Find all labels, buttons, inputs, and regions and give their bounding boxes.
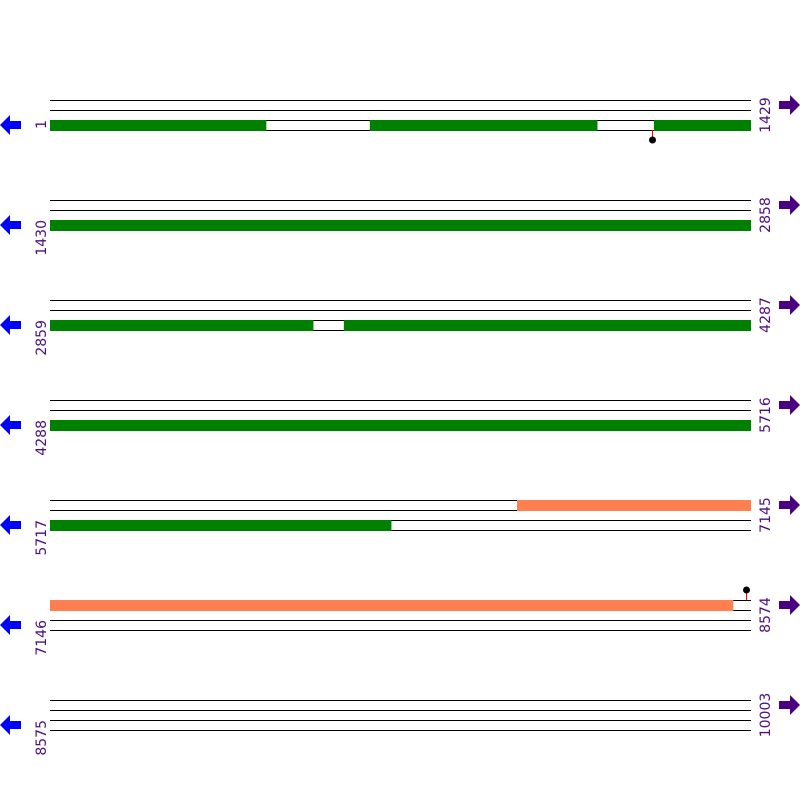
arrow-right-icon[interactable] <box>779 295 800 315</box>
row-start-label: 7146 <box>34 620 50 656</box>
row-end-label: 8574 <box>758 597 774 633</box>
arrow-right-icon[interactable] <box>779 595 800 615</box>
arrow-right-icon[interactable] <box>779 395 800 415</box>
arrow-right-icon[interactable] <box>779 195 800 215</box>
arrow-left-icon[interactable] <box>0 115 21 135</box>
sequence-row: 5717 7145 <box>0 495 800 556</box>
marker-dot <box>743 586 750 594</box>
row-end-label: 5716 <box>758 397 774 433</box>
sequence-row: 1 1429 <box>0 95 800 144</box>
green-feature <box>50 320 314 331</box>
arrow-left-icon[interactable] <box>0 215 21 235</box>
sequence-row: 1430 2858 <box>0 195 800 256</box>
row-end-label: 4287 <box>758 297 774 333</box>
arrow-left-icon[interactable] <box>0 615 21 635</box>
green-feature <box>343 320 751 331</box>
row-start-label: 4288 <box>34 420 50 456</box>
sequence-row: 8575 10003 <box>0 693 800 756</box>
row-end-label: 2858 <box>758 197 774 233</box>
sequence-row: 7146 8574 <box>0 586 800 656</box>
row-end-label: 10003 <box>758 693 774 738</box>
row-start-label: 1430 <box>34 220 50 256</box>
orange-feature <box>50 600 734 611</box>
arrow-left-icon[interactable] <box>0 415 21 435</box>
arrow-right-icon[interactable] <box>779 495 800 515</box>
green-feature <box>653 120 751 131</box>
green-feature <box>50 120 267 131</box>
arrow-right-icon[interactable] <box>779 695 800 715</box>
green-feature <box>50 520 392 531</box>
row-end-label: 1429 <box>758 97 774 133</box>
marker-dot <box>649 136 656 144</box>
arrow-right-icon[interactable] <box>779 95 800 115</box>
arrow-left-icon[interactable] <box>0 315 21 335</box>
row-start-label: 8575 <box>34 720 50 756</box>
sequence-row: 2859 4287 <box>0 295 800 356</box>
row-start-label: 5717 <box>34 520 50 556</box>
row-end-label: 7145 <box>758 497 774 533</box>
row-start-label: 1 <box>34 120 50 129</box>
green-feature <box>50 220 751 231</box>
arrow-left-icon[interactable] <box>0 715 21 735</box>
green-feature <box>369 120 598 131</box>
green-feature <box>50 420 751 431</box>
sequence-row: 4288 5716 <box>0 395 800 456</box>
orange-feature <box>517 500 751 511</box>
arrow-left-icon[interactable] <box>0 515 21 535</box>
row-start-label: 2859 <box>34 320 50 356</box>
